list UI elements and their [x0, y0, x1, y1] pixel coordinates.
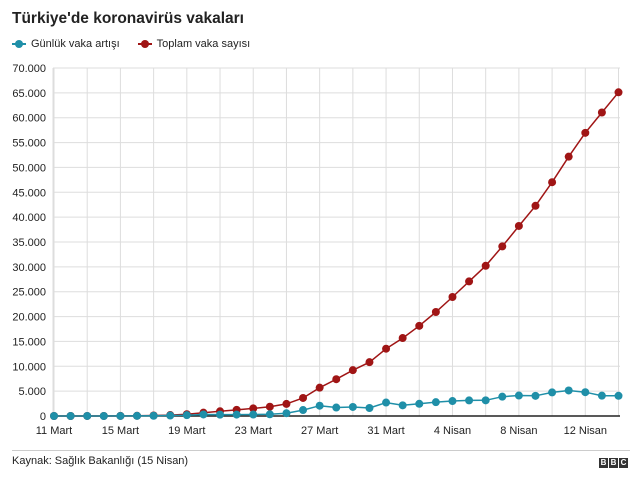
data-point-total — [332, 375, 341, 384]
legend-swatch-total — [137, 39, 152, 49]
source-note: Kaynak: Sağlık Bakanlığı (15 Nisan) — [12, 455, 189, 467]
data-point-daily — [581, 388, 590, 397]
data-point-total — [398, 334, 407, 343]
data-point-daily — [50, 411, 58, 420]
footer-divider — [12, 450, 630, 451]
y-tick-label: 30.000 — [12, 262, 46, 274]
legend-label-total: Toplam vaka sayısı — [156, 38, 251, 50]
y-tick-label: 45.000 — [12, 187, 46, 199]
x-tick-label: 27 Mart — [301, 425, 338, 437]
data-point-total — [382, 344, 391, 353]
x-tick-label: 15 Mart — [102, 425, 139, 437]
data-point-daily — [564, 386, 573, 395]
bbc-logo: B B C — [598, 458, 628, 468]
y-tick-label: 70.000 — [12, 63, 46, 75]
data-point-daily — [116, 411, 125, 420]
data-point-total — [265, 402, 274, 411]
y-tick-label: 0 — [40, 411, 46, 423]
chart-legend: Günlük vaka artışı Toplam vaka sayısı — [12, 38, 268, 50]
data-point-daily — [149, 411, 158, 420]
x-tick-label: 8 Nisan — [500, 425, 537, 437]
data-point-daily — [597, 391, 606, 400]
data-point-total — [299, 393, 308, 402]
data-point-total — [531, 201, 540, 210]
data-point-daily — [216, 410, 225, 419]
data-point-daily — [133, 411, 142, 420]
data-point-daily — [66, 412, 75, 420]
y-tick-label: 20.000 — [12, 312, 46, 324]
data-point-daily — [182, 411, 191, 420]
series-line-total — [54, 91, 620, 417]
y-tick-label: 40.000 — [12, 212, 46, 224]
data-point-daily — [166, 411, 175, 420]
data-point-daily — [265, 410, 274, 419]
data-point-total — [614, 88, 623, 97]
data-point-total — [581, 128, 590, 137]
y-tick-label: 65.000 — [12, 88, 46, 100]
data-point-daily — [282, 409, 291, 418]
data-point-daily — [232, 410, 241, 419]
data-point-total — [249, 404, 258, 413]
legend-swatch-daily — [12, 39, 26, 49]
data-point-total — [465, 277, 474, 286]
data-point-daily — [498, 392, 507, 401]
data-point-total — [448, 293, 457, 302]
data-point-daily — [365, 403, 374, 412]
data-point-total — [481, 261, 490, 270]
data-point-total — [431, 307, 440, 316]
legend-label-daily: Günlük vaka artışı — [31, 38, 120, 50]
y-tick-label: 25.000 — [12, 287, 46, 299]
data-point-daily — [315, 401, 324, 410]
x-tick-label: 31 Mart — [367, 425, 404, 437]
data-point-total — [597, 108, 606, 117]
data-point-daily — [548, 388, 557, 397]
line-chart: 0 5.000 10.000 15.000 20.000 25.000 30.000 35.0… — [12, 63, 623, 437]
logo-letter: C — [619, 458, 628, 468]
data-point-total — [548, 178, 557, 187]
data-point-total — [365, 358, 374, 367]
data-point-daily — [398, 401, 407, 410]
data-point-total — [315, 383, 324, 392]
data-point-total — [348, 366, 357, 375]
data-point-total — [498, 242, 507, 251]
data-point-daily — [614, 391, 623, 400]
y-tick-label: 50.000 — [12, 162, 46, 174]
x-tick-label: 23 Mart — [235, 425, 272, 437]
data-point-daily — [348, 402, 357, 411]
data-point-daily — [249, 410, 258, 419]
y-tick-label: 15.000 — [12, 336, 46, 348]
y-tick-label: 55.000 — [12, 138, 46, 150]
chart-title: Türkiye'de koronavirüs vakaları — [12, 10, 244, 27]
x-tick-label: 19 Mart — [168, 425, 205, 437]
y-tick-label: 35.000 — [12, 237, 46, 249]
logo-letter: B — [609, 458, 618, 468]
data-point-daily — [83, 411, 92, 420]
data-point-daily — [299, 406, 308, 415]
data-point-daily — [431, 398, 440, 407]
y-tick-label: 60.000 — [12, 113, 46, 125]
data-point-daily — [415, 399, 424, 408]
data-point-daily — [481, 396, 490, 405]
x-tick-label: 4 Nisan — [434, 425, 471, 437]
x-tick-label: 12 Nisan — [564, 425, 607, 437]
data-point-daily — [199, 410, 208, 419]
data-point-daily — [531, 391, 540, 400]
legend-item-total: Toplam vaka sayısı — [137, 38, 251, 50]
data-point-daily — [448, 397, 457, 406]
data-point-total — [564, 152, 573, 161]
legend-item-daily: Günlük vaka artışı — [12, 38, 120, 50]
data-point-daily — [514, 391, 523, 400]
data-point-total — [282, 399, 291, 408]
x-tick-label: 11 Mart — [36, 425, 72, 437]
data-point-total — [415, 321, 424, 330]
data-point-total — [514, 221, 523, 230]
y-tick-label: 5.000 — [18, 386, 46, 398]
data-point-daily — [99, 411, 108, 420]
data-point-daily — [332, 403, 341, 412]
logo-letter: B — [599, 458, 608, 468]
data-point-daily — [382, 398, 391, 407]
y-tick-label: 10.000 — [12, 361, 46, 373]
data-point-daily — [465, 396, 474, 405]
